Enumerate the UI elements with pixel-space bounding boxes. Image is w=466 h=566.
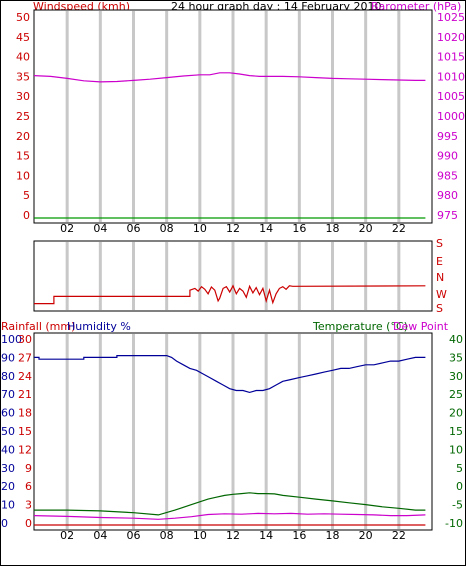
humidity-tick-label: 60 bbox=[1, 407, 15, 420]
wind-baro-x-tick-label: 06 bbox=[127, 222, 141, 235]
temperature-series-line bbox=[34, 492, 426, 516]
barometer-tick-label: 1010 bbox=[437, 70, 465, 83]
barometer-tick-label: 980 bbox=[437, 189, 458, 202]
rain-hum-temp-x-tick-label: 02 bbox=[60, 529, 74, 542]
windspeed-tick-label: 50 bbox=[16, 11, 30, 24]
barometer-tick-label: 985 bbox=[437, 169, 458, 182]
humidity-tick-label: 50 bbox=[1, 425, 15, 438]
temperature-axis-label: Temperature (°C) bbox=[313, 320, 408, 333]
wind-baro-x-tick-label: 14 bbox=[259, 222, 273, 235]
rainfall-tick-label: 0 bbox=[25, 517, 32, 530]
temperature-tick-label: 25 bbox=[449, 388, 463, 401]
temperature-tick-label: 5 bbox=[456, 462, 463, 475]
rainfall-tick-label: 3 bbox=[25, 499, 32, 512]
barometer-series-line bbox=[33, 72, 426, 83]
humidity-tick-label: 90 bbox=[1, 351, 15, 364]
humidity-tick-label: 80 bbox=[1, 370, 15, 383]
barometer-tick-label: 1005 bbox=[437, 90, 465, 103]
humidity-tick-label: 0 bbox=[1, 517, 8, 530]
wind-baro-x-tick-label: 10 bbox=[193, 222, 207, 235]
barometer-tick-label: 1015 bbox=[437, 51, 465, 64]
humidity-axis-label: Humidity % bbox=[67, 320, 131, 333]
rain-hum-temp-x-tick-label: 08 bbox=[160, 529, 174, 542]
rainfall-tick-label: 15 bbox=[18, 425, 32, 438]
temperature-tick-label: 20 bbox=[449, 407, 463, 420]
rain-hum-temp-x-tick-label: 20 bbox=[359, 529, 373, 542]
windspeed-tick-label: 35 bbox=[16, 70, 30, 83]
temperature-tick-label: 40 bbox=[449, 333, 463, 346]
rain-hum-temp-x-tick-label: 16 bbox=[292, 529, 306, 542]
humidity-tick-label: 20 bbox=[1, 480, 15, 493]
temperature-tick-label: -10 bbox=[445, 517, 463, 530]
dewpoint-axis-label: Dew Point bbox=[393, 320, 449, 333]
temperature-tick-label: -5 bbox=[452, 499, 463, 512]
rainfall-tick-label: 18 bbox=[18, 407, 32, 420]
rainfall-tick-label: 24 bbox=[18, 370, 32, 383]
wind-baro-x-tick-label: 16 bbox=[292, 222, 306, 235]
rainfall-tick-label: 6 bbox=[25, 480, 32, 493]
wind-baro-x-tick-label: 02 bbox=[60, 222, 74, 235]
windspeed-tick-label: 45 bbox=[16, 31, 30, 44]
rain-humidity-temperature-chart: 1009080706050403020100302724211815129630… bbox=[1, 332, 463, 542]
temperature-tick-label: 0 bbox=[456, 480, 463, 493]
wind-baro-x-tick-label: 22 bbox=[392, 222, 406, 235]
windspeed-tick-label: 20 bbox=[16, 130, 30, 143]
wind-baro-x-tick-label: 20 bbox=[359, 222, 373, 235]
humidity-tick-label: 10 bbox=[1, 499, 15, 512]
barometer-tick-label: 1000 bbox=[437, 110, 465, 123]
rainfall-tick-label: 21 bbox=[18, 388, 32, 401]
humidity-series-line bbox=[34, 355, 426, 394]
humidity-tick-label: 40 bbox=[1, 443, 15, 456]
rainfall-tick-label: 12 bbox=[18, 443, 32, 456]
wind-baro-x-tick-label: 04 bbox=[93, 222, 107, 235]
barometer-tick-label: 975 bbox=[437, 209, 458, 222]
temperature-tick-label: 10 bbox=[449, 443, 463, 456]
rain-hum-temp-x-tick-label: 18 bbox=[326, 529, 340, 542]
rainfall-tick-label: 9 bbox=[25, 462, 32, 475]
temperature-tick-label: 15 bbox=[449, 425, 463, 438]
windspeed-tick-label: 0 bbox=[23, 209, 30, 222]
humidity-tick-label: 100 bbox=[1, 333, 22, 346]
rainfall-tick-label: 30 bbox=[18, 333, 32, 346]
humidity-tick-label: 70 bbox=[1, 388, 15, 401]
windspeed-tick-label: 25 bbox=[16, 110, 30, 123]
barometer-tick-label: 990 bbox=[437, 150, 458, 163]
windspeed-tick-label: 30 bbox=[16, 90, 30, 103]
wind-barometer-chart: 5045403530252015105010251020101510101005… bbox=[16, 9, 465, 235]
direction-tick-label: W bbox=[436, 288, 447, 301]
wind-direction-series-line bbox=[34, 284, 426, 305]
barometer-tick-label: 1020 bbox=[437, 31, 465, 44]
wind-baro-x-tick-label: 08 bbox=[160, 222, 174, 235]
rain-hum-temp-x-tick-label: 22 bbox=[392, 529, 406, 542]
windspeed-tick-label: 5 bbox=[23, 189, 30, 202]
wind-baro-x-tick-label: 18 bbox=[326, 222, 340, 235]
rain-hum-temp-x-tick-label: 14 bbox=[259, 529, 273, 542]
wind-baro-x-tick-label: 12 bbox=[226, 222, 240, 235]
rain-hum-temp-x-tick-label: 12 bbox=[226, 529, 240, 542]
windspeed-tick-label: 15 bbox=[16, 150, 30, 163]
dewpoint-series-line bbox=[33, 512, 426, 520]
windspeed-tick-label: 40 bbox=[16, 51, 30, 64]
temperature-tick-label: 30 bbox=[449, 370, 463, 383]
direction-tick-label: S bbox=[436, 237, 443, 250]
barometer-tick-label: 1025 bbox=[437, 11, 465, 24]
rain-hum-temp-x-tick-label: 04 bbox=[93, 529, 107, 542]
temperature-tick-label: 35 bbox=[449, 351, 463, 364]
rainfall-axis-label: Rainfall (mm) bbox=[1, 320, 76, 333]
barometer-tick-label: 995 bbox=[437, 130, 458, 143]
direction-tick-label: N bbox=[436, 271, 444, 284]
rain-hum-temp-x-tick-label: 10 bbox=[193, 529, 207, 542]
direction-tick-label: E bbox=[436, 255, 443, 268]
windspeed-tick-label: 10 bbox=[16, 169, 30, 182]
rainfall-tick-label: 27 bbox=[18, 351, 32, 364]
direction-tick-label: S bbox=[436, 302, 443, 315]
rain-hum-temp-x-tick-label: 06 bbox=[127, 529, 141, 542]
humidity-tick-label: 30 bbox=[1, 462, 15, 475]
